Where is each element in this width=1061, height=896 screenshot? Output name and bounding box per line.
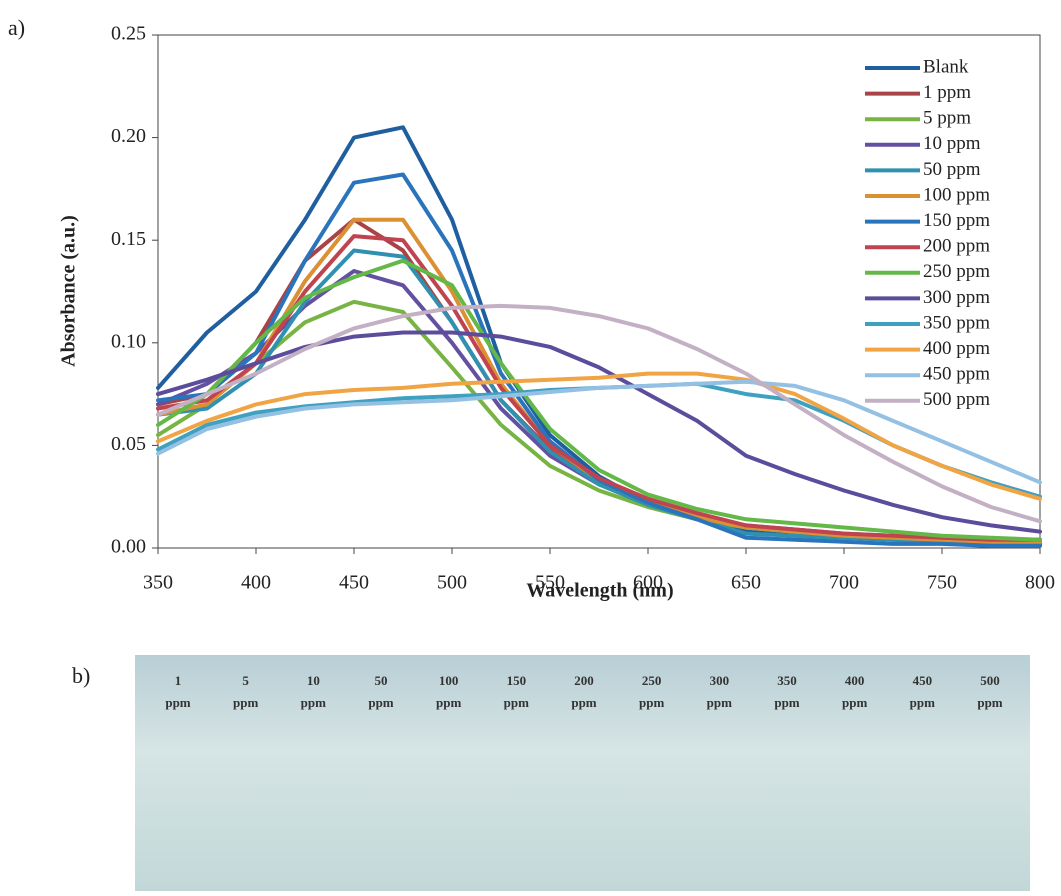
tube-concentration: 1 xyxy=(175,673,182,688)
tube-concentration: 100 xyxy=(439,673,459,688)
data-line xyxy=(156,303,1042,524)
legend-label: 100 ppm xyxy=(923,184,990,205)
data-line xyxy=(156,330,1042,534)
data-line xyxy=(156,234,1042,542)
data-line xyxy=(156,379,1042,485)
tube-concentration: 5 xyxy=(242,673,249,688)
legend-label: 150 ppm xyxy=(923,210,990,231)
tube-concentration: 250 xyxy=(642,673,662,688)
panel-label: b) xyxy=(72,663,90,688)
x-tick-label: 650 xyxy=(731,572,761,594)
tube-unit: ppm xyxy=(368,695,393,710)
tube-unit: ppm xyxy=(977,695,1002,710)
tube-concentration: 400 xyxy=(845,673,865,688)
legend-label: 5 ppm xyxy=(923,108,971,129)
photo xyxy=(135,655,1030,891)
tube-unit: ppm xyxy=(233,695,258,710)
tube-unit: ppm xyxy=(571,695,596,710)
x-tick-label: 600 xyxy=(633,572,663,594)
x-tick-label: 500 xyxy=(437,572,467,594)
x-tick-label: 450 xyxy=(339,572,369,594)
x-tick-label: 800 xyxy=(1025,572,1055,594)
legend-label: 50 ppm xyxy=(923,159,981,180)
x-tick-label: 700 xyxy=(829,572,859,594)
data-line xyxy=(156,248,1042,546)
tube-concentration: 150 xyxy=(507,673,527,688)
tube-concentration: 10 xyxy=(307,673,320,688)
x-tick-label: 550 xyxy=(535,572,565,594)
tube-concentration: 450 xyxy=(913,673,933,688)
tube-concentration: 300 xyxy=(710,673,730,688)
tube-unit: ppm xyxy=(301,695,326,710)
x-tick-label: 350 xyxy=(143,572,173,594)
tube-unit: ppm xyxy=(842,695,867,710)
x-axis-label: Wavelength (nm) xyxy=(526,580,673,602)
y-tick-label: 0.00 xyxy=(111,536,146,558)
legend-label: Blank xyxy=(923,56,969,77)
y-tick-label: 0.25 xyxy=(111,23,146,45)
y-axis-label: Absorbance (a.u.) xyxy=(58,215,80,367)
tube-unit: ppm xyxy=(774,695,799,710)
data-line xyxy=(156,371,1042,501)
legend-label: 450 ppm xyxy=(923,364,990,385)
data-line xyxy=(156,217,1042,544)
legend-label: 400 ppm xyxy=(923,338,990,359)
legend-label: 350 ppm xyxy=(923,312,990,333)
x-tick-label: 750 xyxy=(927,572,957,594)
tube-unit: ppm xyxy=(165,695,190,710)
y-tick-label: 0.10 xyxy=(111,330,146,352)
legend-label: 500 ppm xyxy=(923,389,990,410)
x-tick-label: 400 xyxy=(241,572,271,594)
panel-label: a) xyxy=(8,15,25,40)
tube-unit: ppm xyxy=(707,695,732,710)
tube-concentration: 50 xyxy=(375,673,388,688)
legend-label: 1 ppm xyxy=(923,82,971,103)
tube-unit: ppm xyxy=(639,695,664,710)
legend-label: 250 ppm xyxy=(923,261,990,282)
tube-concentration: 500 xyxy=(980,673,1000,688)
tube-unit: ppm xyxy=(910,695,935,710)
data-line xyxy=(156,217,1042,544)
y-tick-label: 0.20 xyxy=(111,125,146,147)
y-tick-label: 0.05 xyxy=(111,433,146,455)
tube-unit: ppm xyxy=(504,695,529,710)
legend-label: 200 ppm xyxy=(923,236,990,257)
legend-label: 300 ppm xyxy=(923,287,990,308)
plot-frame xyxy=(157,34,1041,549)
data-line xyxy=(156,299,1042,544)
tube-unit: ppm xyxy=(436,695,461,710)
tube-concentration: 350 xyxy=(777,673,797,688)
tube-concentration: 200 xyxy=(574,673,594,688)
data-line xyxy=(156,258,1042,542)
y-tick-label: 0.15 xyxy=(111,228,146,250)
legend-label: 10 ppm xyxy=(923,133,981,154)
